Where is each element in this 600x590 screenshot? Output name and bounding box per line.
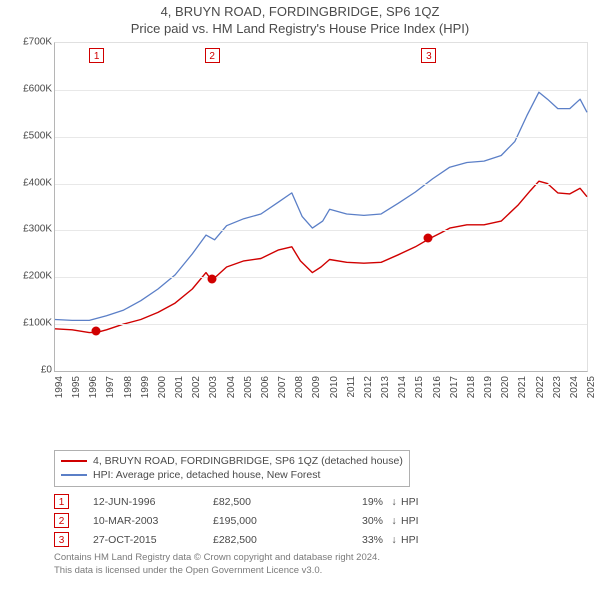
hpi-label: HPI: [401, 534, 441, 546]
x-axis-tick: 1995: [71, 376, 82, 398]
x-axis-tick: 2015: [414, 376, 425, 398]
x-axis-tick: 2025: [586, 376, 597, 398]
legend-label: HPI: Average price, detached house, New …: [93, 469, 320, 481]
attribution-footer: Contains HM Land Registry data © Crown c…: [54, 552, 380, 578]
x-axis-tick: 2010: [329, 376, 340, 398]
legend-entry: HPI: Average price, detached house, New …: [61, 468, 403, 482]
x-axis-tick: 2002: [191, 376, 202, 398]
x-axis-tick: 2019: [483, 376, 494, 398]
sale-marker-box: 2: [205, 48, 220, 63]
x-axis-tick: 2013: [380, 376, 391, 398]
sale-date: 27-OCT-2015: [93, 534, 213, 546]
y-axis-tick: £400K: [8, 177, 52, 188]
x-axis-tick: 2004: [226, 376, 237, 398]
x-axis-tick: 1997: [105, 376, 116, 398]
x-axis-tick: 2022: [535, 376, 546, 398]
x-axis-tick: 2006: [260, 376, 271, 398]
y-axis-tick: £0: [8, 365, 52, 376]
sale-date: 10-MAR-2003: [93, 515, 213, 527]
sale-marker-point: [424, 233, 433, 242]
y-axis-tick: £700K: [8, 37, 52, 48]
sale-marker-point: [207, 274, 216, 283]
y-axis-tick: £300K: [8, 224, 52, 235]
x-axis-tick: 2018: [466, 376, 477, 398]
x-axis-tick: 2008: [294, 376, 305, 398]
legend-swatch: [61, 474, 87, 476]
x-axis-tick: 2000: [157, 376, 168, 398]
x-axis-tick: 1996: [88, 376, 99, 398]
sale-pct: 19%: [323, 496, 387, 508]
page-subtitle: Price paid vs. HM Land Registry's House …: [0, 21, 600, 36]
legend-entry: 4, BRUYN ROAD, FORDINGBRIDGE, SP6 1QZ (d…: [61, 454, 403, 468]
x-axis-tick: 2017: [449, 376, 460, 398]
sale-price: £195,000: [213, 515, 323, 527]
page-title: 4, BRUYN ROAD, FORDINGBRIDGE, SP6 1QZ: [0, 4, 600, 19]
x-axis-tick: 2011: [346, 376, 357, 398]
x-axis-tick: 2003: [208, 376, 219, 398]
series-hpi: [55, 92, 587, 320]
table-row: 1 12-JUN-1996£82,50019%↓HPI: [54, 492, 441, 511]
legend-label: 4, BRUYN ROAD, FORDINGBRIDGE, SP6 1QZ (d…: [93, 455, 403, 467]
table-row: 2 10-MAR-2003£195,00030%↓HPI: [54, 511, 441, 530]
chart-lines: [55, 43, 587, 371]
x-axis-tick: 1998: [123, 376, 134, 398]
x-axis-tick: 2005: [243, 376, 254, 398]
y-axis-tick: £100K: [8, 318, 52, 329]
series-property: [55, 181, 587, 332]
plot-area: [54, 42, 588, 372]
sale-date: 12-JUN-1996: [93, 496, 213, 508]
sale-pct: 33%: [323, 534, 387, 546]
x-axis-tick: 2012: [363, 376, 374, 398]
x-axis-tick: 2009: [311, 376, 322, 398]
chart-legend: 4, BRUYN ROAD, FORDINGBRIDGE, SP6 1QZ (d…: [54, 450, 410, 487]
sale-marker-box: 1: [89, 48, 104, 63]
x-axis-tick: 2023: [552, 376, 563, 398]
hpi-label: HPI: [401, 496, 441, 508]
sales-table: 112-JUN-1996£82,50019%↓HPI210-MAR-2003£1…: [54, 492, 441, 549]
sale-index-box: 2: [54, 513, 69, 528]
x-axis-tick: 2021: [517, 376, 528, 398]
price-chart: £0£100K£200K£300K£400K£500K£600K£700K 19…: [8, 42, 592, 448]
x-axis-tick: 2020: [500, 376, 511, 398]
sale-index-box: 3: [54, 532, 69, 547]
down-arrow-icon: ↓: [387, 496, 401, 508]
footer-line-2: This data is licensed under the Open Gov…: [54, 565, 380, 578]
x-axis-tick: 2007: [277, 376, 288, 398]
sale-price: £282,500: [213, 534, 323, 546]
x-axis-tick: 2016: [432, 376, 443, 398]
y-axis-tick: £200K: [8, 271, 52, 282]
footer-line-1: Contains HM Land Registry data © Crown c…: [54, 552, 380, 565]
down-arrow-icon: ↓: [387, 534, 401, 546]
table-row: 3 27-OCT-2015£282,50033%↓HPI: [54, 530, 441, 549]
sale-marker-box: 3: [421, 48, 436, 63]
hpi-label: HPI: [401, 515, 441, 527]
legend-swatch: [61, 460, 87, 462]
y-axis-tick: £600K: [8, 83, 52, 94]
sale-marker-point: [92, 327, 101, 336]
down-arrow-icon: ↓: [387, 515, 401, 527]
sale-pct: 30%: [323, 515, 387, 527]
y-axis-tick: £500K: [8, 130, 52, 141]
x-axis-tick: 1994: [54, 376, 65, 398]
x-axis-tick: 1999: [140, 376, 151, 398]
x-axis-tick: 2024: [569, 376, 580, 398]
sale-price: £82,500: [213, 496, 323, 508]
x-axis-tick: 2001: [174, 376, 185, 398]
x-axis-tick: 2014: [397, 376, 408, 398]
sale-index-box: 1: [54, 494, 69, 509]
